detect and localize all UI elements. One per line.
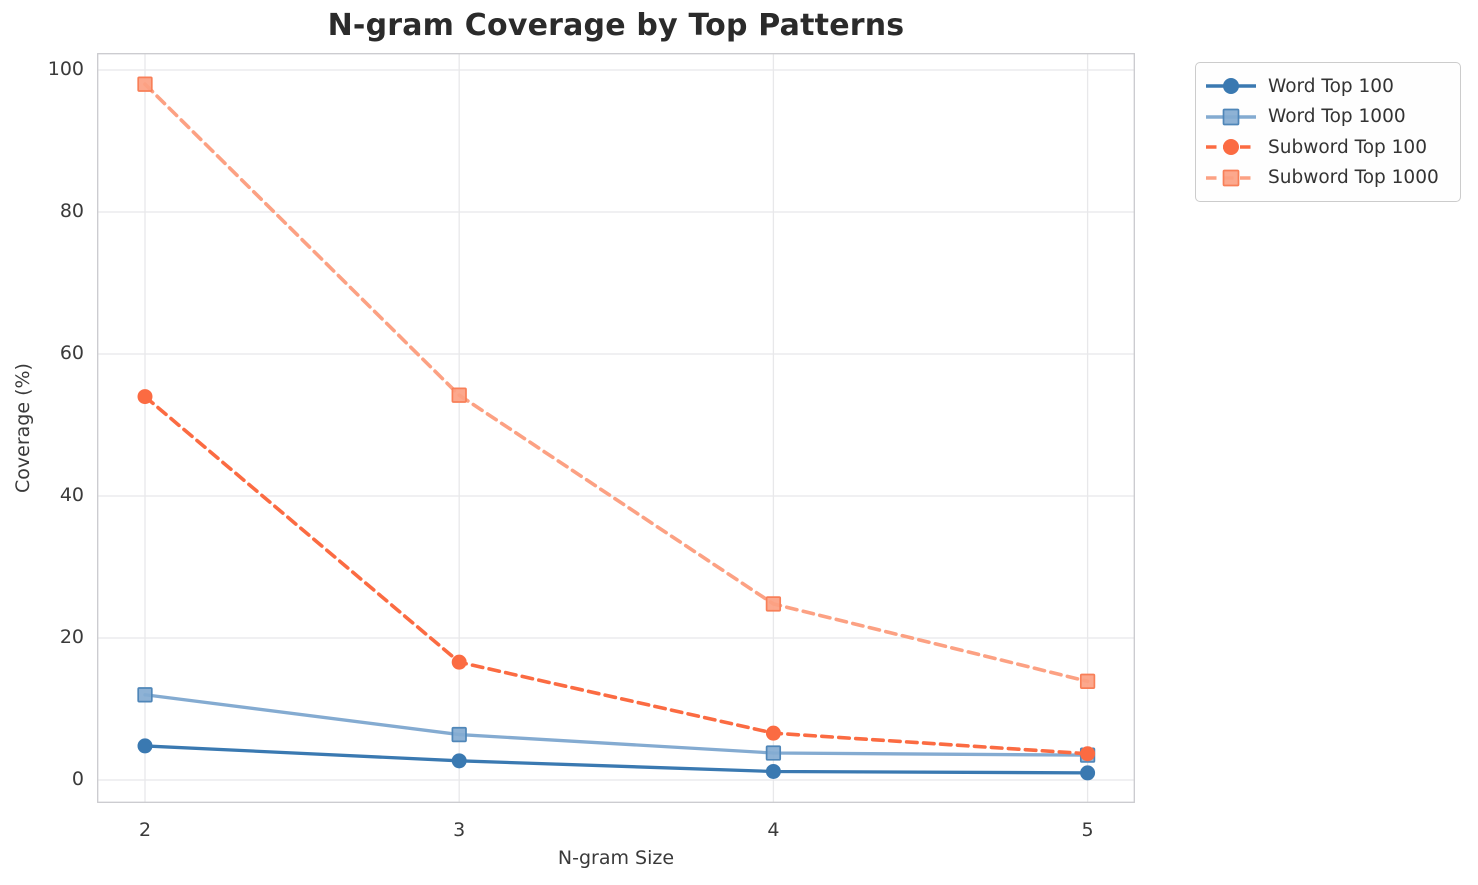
data-point-marker [451,753,467,769]
series-line [143,693,1090,757]
data-point-marker [1079,673,1096,689]
legend-label: Word Top 1000 [1268,106,1406,128]
y-axis-label: Coverage (%) [12,363,34,493]
legend-swatch [1206,139,1256,156]
data-point-marker [1080,746,1096,762]
legend-label: Subword Top 1000 [1268,167,1439,189]
y-tick-label: 0 [71,768,84,790]
legend-item: Word Top 100 [1204,71,1450,102]
x-tick-label: 5 [1081,819,1094,841]
legend-item: Subword Top 100 [1204,132,1450,163]
series-line [143,394,1090,756]
data-point-marker [765,763,781,779]
legend-swatch [1206,78,1256,95]
data-point-marker [451,387,467,403]
chart-title: N-gram Coverage by Top Patterns [327,8,905,43]
circle-marker-icon [1223,139,1239,156]
data-point-marker [137,687,153,703]
data-point-marker [137,389,153,405]
circle-marker-icon [1223,78,1239,95]
legend-swatch [1206,169,1256,187]
x-tick-label: 2 [138,819,152,841]
data-point-marker [137,76,153,92]
square-marker-icon [1222,169,1240,187]
data-point-marker [1080,765,1096,781]
x-tick-label: 3 [453,819,466,841]
x-axis-label: N-gram Size [557,847,675,869]
data-point-marker [137,738,153,754]
legend-item: Word Top 1000 [1204,102,1450,133]
plot-area [97,53,1135,803]
legend: Word Top 100 Word Top 1000 Subword Top 100… [1195,62,1461,202]
y-tick-label: 60 [59,342,84,364]
legend-item: Subword Top 1000 [1204,163,1450,194]
data-point-marker [451,726,467,743]
legend-label: Word Top 100 [1268,75,1394,97]
y-tick-label: 40 [59,484,84,506]
y-tick-label: 80 [59,200,84,222]
data-point-marker [765,745,782,761]
x-tick-label: 4 [767,819,780,841]
y-tick-label: 100 [47,58,84,80]
data-point-marker [451,654,467,670]
plot-spines [97,53,1135,803]
legend-swatch [1206,108,1256,126]
legend-label: Subword Top 100 [1268,136,1427,158]
square-marker-icon [1222,108,1240,126]
series-line [143,744,1090,775]
series-line [143,82,1090,684]
data-point-marker [765,725,781,741]
y-tick-label: 20 [59,626,84,648]
data-point-marker [765,596,782,612]
